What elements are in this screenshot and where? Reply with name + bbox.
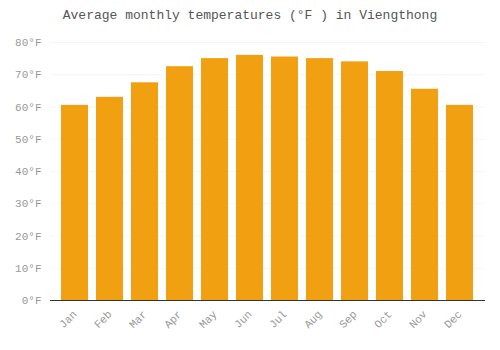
svg-text:10°F: 10°F	[15, 263, 41, 275]
svg-text:Sep: Sep	[337, 308, 359, 330]
svg-text:Apr: Apr	[162, 308, 184, 330]
svg-text:Jun: Jun	[232, 308, 254, 330]
svg-text:50°F: 50°F	[15, 134, 41, 146]
svg-text:Nov: Nov	[407, 308, 430, 331]
svg-text:Jan: Jan	[57, 308, 79, 330]
svg-text:May: May	[197, 308, 220, 331]
svg-text:40°F: 40°F	[15, 166, 41, 178]
svg-text:Aug: Aug	[302, 308, 324, 330]
svg-text:Jul: Jul	[267, 308, 289, 330]
html-text:Average monthly temperatures (: Average monthly temperatures (°F ) in Vi…	[62, 8, 438, 23]
svg-text:Mar: Mar	[127, 308, 149, 330]
svg-text:Dec: Dec	[442, 308, 464, 330]
svg-text:60°F: 60°F	[15, 102, 41, 114]
svg-text:70°F: 70°F	[15, 69, 41, 81]
svg-text:0°F: 0°F	[22, 295, 42, 307]
svg-text:Feb: Feb	[92, 308, 114, 330]
svg-text:80°F: 80°F	[15, 37, 41, 49]
svg-text:30°F: 30°F	[15, 198, 41, 210]
svg-text:20°F: 20°F	[15, 231, 41, 243]
svg-text:Oct: Oct	[372, 308, 394, 330]
